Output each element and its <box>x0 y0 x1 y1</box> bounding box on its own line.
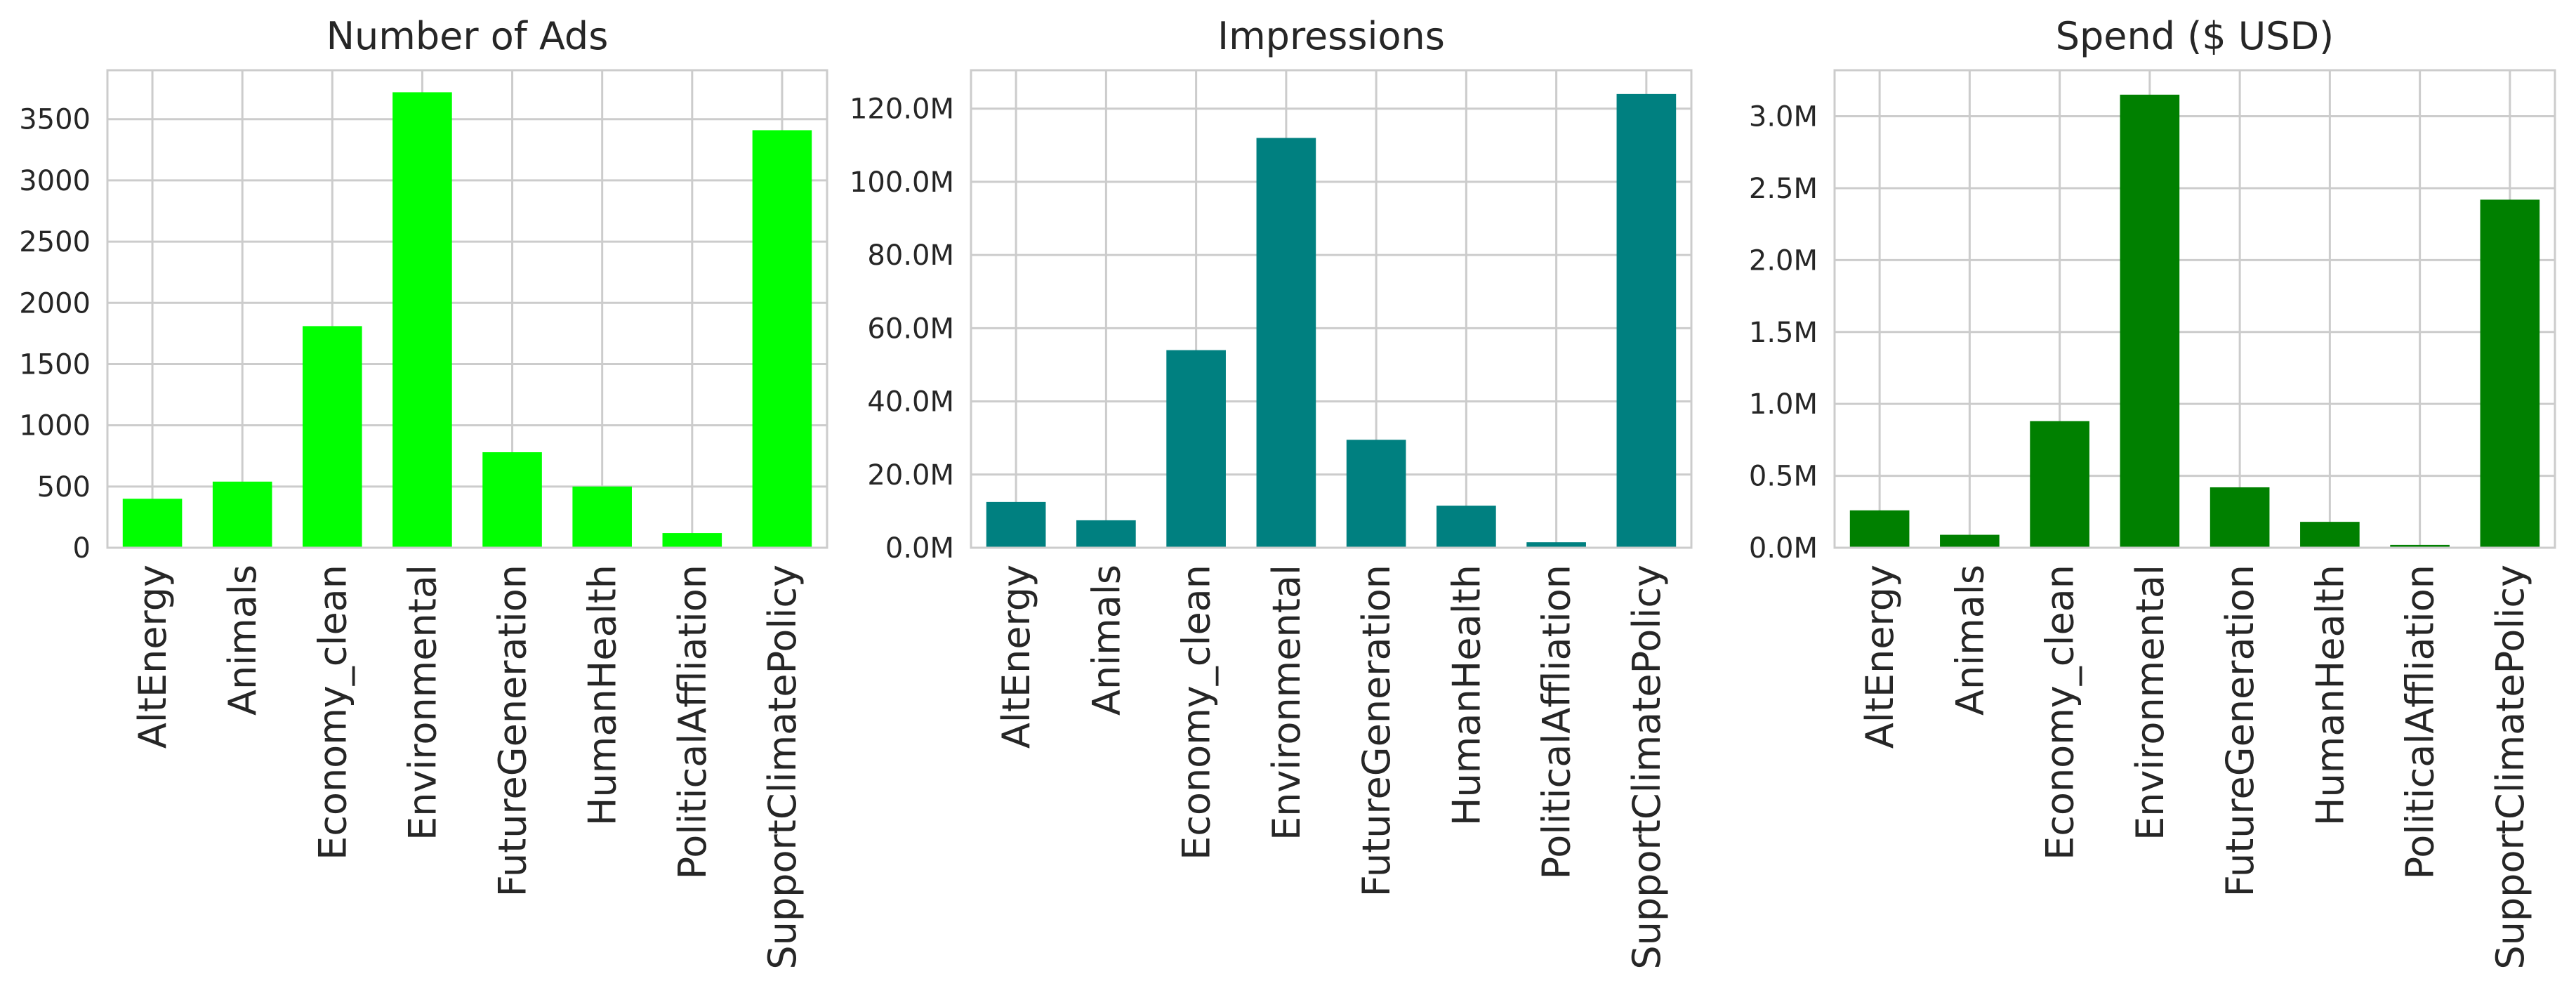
ads-count-xtick-label: AltEnergy <box>131 565 175 749</box>
ads-count-xtick-label: Environmental <box>400 565 444 841</box>
spend-ytick-label: 0.5M <box>1749 461 1818 493</box>
impressions-xtick-label: AltEnergy <box>994 565 1038 749</box>
spend-xtick-label: SupportClimatePolicy <box>2488 565 2532 970</box>
ads-count-xtick-label: HumanHealth <box>581 565 625 826</box>
ads-count-xtick-label: PoliticalAffliation <box>671 565 715 879</box>
spend-ytick-label: 2.0M <box>1749 244 1818 277</box>
spend-bar-supportclimatepolicy <box>2480 199 2540 548</box>
impressions-bar-humanhealth <box>1436 506 1496 548</box>
ads-count-ytick-label: 500 <box>37 471 91 503</box>
spend-bar-futuregeneration <box>2210 487 2270 548</box>
spend-xtick-label: HumanHealth <box>2308 565 2352 826</box>
ads-count-xtick-label: FutureGeneration <box>491 565 535 897</box>
spend-ytick-label: 1.0M <box>1749 388 1818 421</box>
impressions-xtick-label: Environmental <box>1264 565 1309 841</box>
spend-ytick-label: 2.5M <box>1749 173 1818 205</box>
spend-bar-environmental <box>2120 94 2180 548</box>
ads-count-ytick-label: 3500 <box>19 104 91 136</box>
impressions-xtick-label: Economy_clean <box>1175 565 1219 860</box>
spend-xtick-label: Animals <box>1948 565 1992 716</box>
ads-count-bar-futuregeneration <box>482 452 542 548</box>
ads-count-bar-altenergy <box>122 499 183 548</box>
impressions-xtick-label: FutureGeneration <box>1354 565 1399 897</box>
ads-count-ytick-label: 2500 <box>19 226 91 258</box>
impressions-ytick-label: 20.0M <box>867 459 954 492</box>
ads-count-bar-politicalaffliation <box>662 533 722 548</box>
impressions-ytick-label: 40.0M <box>867 386 954 419</box>
spend-bar-animals <box>1940 534 2000 548</box>
ads-count-bar-supportclimatepolicy <box>752 130 812 548</box>
impressions-xtick-label: SupportClimatePolicy <box>1625 565 1669 970</box>
impressions-bar-futuregeneration <box>1346 440 1406 548</box>
spend-bar-humanhealth <box>2300 522 2360 548</box>
spend-ytick-label: 3.0M <box>1749 101 1818 133</box>
ads-count-bar-animals <box>212 481 272 548</box>
ads-count-title: Number of Ads <box>326 14 609 58</box>
impressions-bar-politicalaffliation <box>1526 542 1586 548</box>
spend-ytick-label: 0.0M <box>1749 532 1818 565</box>
spend-xtick-label: Economy_clean <box>2038 565 2082 860</box>
impressions-title: Impressions <box>1217 14 1445 58</box>
ads-count-xtick-label: SupportClimatePolicy <box>760 565 805 970</box>
ads-count-bar-humanhealth <box>572 486 632 548</box>
ads-count-ytick-label: 2000 <box>19 287 91 320</box>
spend-xtick-label: Environmental <box>2128 565 2172 841</box>
impressions-bar-altenergy <box>986 501 1046 548</box>
impressions-xtick-label: Animals <box>1084 565 1128 716</box>
ads-count-xtick-label: Animals <box>220 565 265 716</box>
impressions-bar-environmental <box>1256 138 1316 548</box>
impressions-ytick-label: 80.0M <box>867 239 954 272</box>
ads-count-panel: Number of Ads 0 500 1000 1500 2000 2500 3000 35… <box>19 14 828 970</box>
spend-xtick-label: FutureGeneration <box>2218 565 2262 897</box>
spend-panel: Spend ($ USD) 0.0M 0.5M 1.0M 1.5M 2.0M 2.5M 3.… <box>1749 14 2556 970</box>
ads-count-xtick-label: Economy_clean <box>310 565 355 860</box>
impressions-xtick-label: PoliticalAffliation <box>1535 565 1579 879</box>
ads-count-ytick-label: 3000 <box>19 165 91 197</box>
impressions-ytick-label: 0.0M <box>885 532 954 565</box>
spend-ytick-label: 1.5M <box>1749 317 1818 349</box>
ads-count-plot-frame <box>106 69 828 549</box>
ads-count-ytick-label: 0 <box>73 532 91 565</box>
impressions-ytick-label: 60.0M <box>867 312 954 345</box>
spend-xtick-label: AltEnergy <box>1858 565 1902 749</box>
ads-count-bar-economy-clean <box>303 326 362 548</box>
spend-bar-economy-clean <box>2030 421 2089 548</box>
impressions-panel: Impressions 0.0M 20.0M 40.0M 60.0M 80.0M 100.… <box>850 14 1693 970</box>
ads-count-ytick-label: 1000 <box>19 410 91 442</box>
impressions-bar-animals <box>1076 520 1136 548</box>
impressions-bar-supportclimatepolicy <box>1616 93 1677 548</box>
spend-bar-politicalaffliation <box>2390 544 2450 548</box>
spend-xtick-label: PoliticalAffliation <box>2398 565 2443 879</box>
impressions-bar-economy-clean <box>1166 350 1226 548</box>
ads-count-ytick-label: 1500 <box>19 348 91 381</box>
spend-bar-altenergy <box>1849 510 1910 548</box>
spend-title: Spend ($ USD) <box>2056 14 2334 58</box>
impressions-plot-frame <box>970 69 1693 549</box>
ads-count-bar-environmental <box>392 92 452 548</box>
spend-plot-frame <box>1833 69 2556 549</box>
impressions-xtick-label: HumanHealth <box>1444 565 1488 826</box>
impressions-ytick-label: 120.0M <box>850 93 954 126</box>
impressions-ytick-label: 100.0M <box>850 166 954 199</box>
